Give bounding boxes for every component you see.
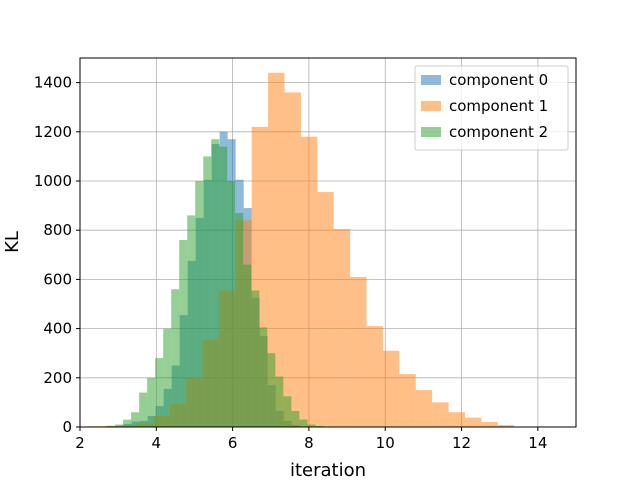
x-axis-label: iteration bbox=[290, 460, 366, 480]
histogram-bar bbox=[317, 192, 334, 427]
histogram-bar bbox=[203, 156, 212, 427]
legend-swatch bbox=[421, 101, 441, 111]
x-tick-label: 12 bbox=[452, 434, 471, 452]
x-tick-label: 2 bbox=[75, 434, 85, 452]
histogram-bar bbox=[350, 276, 367, 427]
legend-box bbox=[414, 65, 569, 151]
histogram-bar bbox=[497, 425, 515, 427]
histogram-bar bbox=[268, 72, 285, 427]
x-tick-label: 4 bbox=[152, 434, 162, 452]
histogram-bar bbox=[382, 350, 400, 427]
tick-labels: 2 4 6 8 10 12 14 0 200 400 600 800 1000 1200 1400 bbox=[34, 74, 548, 452]
histogram-bar bbox=[307, 424, 316, 427]
histogram-bar bbox=[448, 412, 465, 427]
histogram-bar bbox=[187, 215, 196, 427]
histogram-bar bbox=[267, 353, 276, 427]
y-tick-label: 200 bbox=[43, 369, 72, 387]
histogram-bar bbox=[235, 212, 244, 427]
histogram-bar bbox=[179, 240, 188, 427]
x-tick-label: 8 bbox=[304, 434, 314, 452]
histogram-bar bbox=[107, 425, 116, 427]
histogram-bar bbox=[147, 377, 156, 427]
histogram-bar bbox=[415, 390, 433, 427]
histogram-bar bbox=[211, 139, 220, 427]
y-tick-label: 400 bbox=[43, 320, 72, 338]
histogram-bar bbox=[123, 419, 132, 427]
histogram-bar bbox=[333, 228, 351, 427]
histogram-bar bbox=[171, 289, 180, 427]
histogram-bar bbox=[251, 290, 260, 427]
histogram-bar bbox=[131, 412, 140, 427]
histogram-bar bbox=[399, 374, 416, 427]
legend-swatch bbox=[421, 127, 441, 137]
histogram-bar bbox=[283, 396, 292, 427]
histogram-bar bbox=[464, 417, 482, 427]
histogram-bar bbox=[259, 327, 268, 427]
histogram-bar bbox=[243, 264, 252, 427]
series-2 bbox=[99, 139, 324, 427]
legend-label: component 0 bbox=[449, 71, 548, 89]
y-tick-label: 1000 bbox=[34, 172, 72, 190]
histogram-bar bbox=[366, 326, 383, 427]
legend: component 0 component 1 component 2 bbox=[414, 65, 569, 151]
legend-swatch bbox=[421, 75, 441, 85]
y-tick-label: 1200 bbox=[34, 123, 72, 141]
histogram-bar bbox=[219, 146, 228, 427]
plot-frame bbox=[79, 57, 577, 428]
y-tick-label: 1400 bbox=[34, 74, 72, 92]
bars bbox=[87, 72, 515, 428]
histogram-bar bbox=[291, 411, 300, 427]
histogram-bar bbox=[284, 92, 301, 427]
histogram-bar bbox=[275, 376, 284, 427]
legend-label: component 1 bbox=[449, 97, 548, 115]
y-tick-label: 0 bbox=[62, 418, 72, 436]
x-tick-label: 6 bbox=[228, 434, 238, 452]
x-tick-label: 10 bbox=[376, 434, 395, 452]
histogram-bar bbox=[155, 358, 164, 427]
x-tick-label: 14 bbox=[528, 434, 547, 452]
histogram-bar bbox=[115, 424, 124, 427]
histogram-bar bbox=[300, 136, 318, 427]
y-tick-label: 600 bbox=[43, 270, 72, 288]
histogram-bar bbox=[227, 181, 236, 427]
axes-frame bbox=[79, 57, 577, 428]
histogram-bar bbox=[481, 422, 498, 427]
y-axis-label: KL bbox=[2, 231, 23, 253]
histogram-bar bbox=[299, 419, 308, 427]
y-tick-label: 800 bbox=[43, 221, 72, 239]
histogram-bar bbox=[195, 181, 204, 427]
legend-label: component 2 bbox=[449, 123, 548, 141]
histogram-bar bbox=[432, 402, 449, 427]
histogram-bar bbox=[139, 392, 148, 427]
histogram-bar bbox=[163, 328, 172, 427]
